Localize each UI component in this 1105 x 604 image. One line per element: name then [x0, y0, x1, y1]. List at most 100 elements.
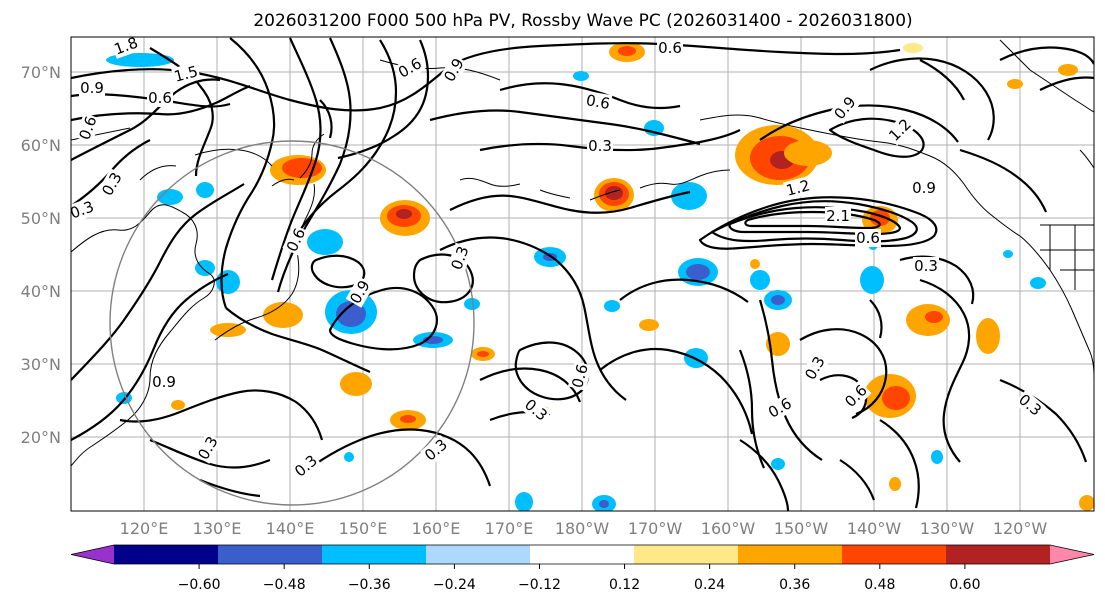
anomaly-blob [750, 270, 770, 290]
contour-label-bg [520, 394, 552, 426]
contour-label-bg [567, 361, 593, 391]
contour-label-bg [193, 432, 223, 464]
colorbar-tick-label: −0.60 [178, 577, 221, 593]
lon-label: 150°E [339, 519, 388, 538]
contour-label-bg [151, 373, 177, 391]
colorbar-tick-label: 0.36 [779, 577, 810, 593]
anomaly-blob [686, 264, 710, 280]
colorbar-tick-label: −0.24 [433, 577, 476, 593]
colorbar-segment [634, 545, 739, 564]
contour-label: 0.6 [658, 39, 682, 57]
colorbar-tick-label: 0.24 [694, 577, 725, 593]
contour-label-bg [439, 54, 469, 86]
lon-label: 140°E [266, 519, 315, 538]
anomaly-blob [340, 372, 372, 396]
anomaly-blob [195, 260, 215, 276]
colorbar-tick-label: −0.36 [348, 577, 391, 593]
contour-label: 0.6 [585, 91, 612, 113]
contour-label-bg [147, 89, 173, 107]
colorbar-segment [218, 545, 323, 564]
contour-label: 0.9 [912, 179, 936, 197]
lon-label: 130°W [920, 519, 975, 538]
colorbar-tick-label: −0.48 [263, 577, 306, 593]
contour-label-bg [79, 79, 105, 97]
colorbar-tick-label: 0.60 [949, 577, 980, 593]
lon-label: 170°E [485, 519, 534, 538]
anomaly-blob [573, 71, 589, 81]
anomaly-blob [860, 266, 884, 294]
anomaly-blob [925, 311, 943, 323]
anomaly-blob [263, 302, 303, 328]
anomaly-blob [396, 209, 412, 219]
lon-label: 160°W [701, 519, 756, 538]
colorbar-tick-label: 0.48 [864, 577, 895, 593]
colorbar: −0.60 −0.48 −0.36 −0.24 −0.12 0.12 0.24 0.36 0.4… [70, 544, 1095, 593]
anomaly-blob [889, 477, 901, 491]
anomaly-blob [750, 259, 760, 269]
contour-label-bg [800, 352, 830, 384]
lat-label: 70°N [21, 63, 61, 82]
anomaly-blob [515, 492, 533, 511]
colorbar-segment [114, 545, 219, 564]
anomaly-blob [1007, 79, 1023, 89]
contour-label: 0.3 [588, 137, 612, 155]
anomaly-blob [605, 186, 623, 200]
contour-label: 0.3 [914, 257, 938, 275]
contour-label-bg [110, 37, 142, 59]
contour-label-bg [171, 61, 201, 87]
colorbar-extend-min [71, 545, 114, 564]
contour-label-bg [447, 242, 473, 274]
colorbar-tick-label: −0.12 [518, 577, 561, 593]
lon-label: 150°W [774, 519, 829, 538]
anomaly-blob [931, 450, 943, 464]
contour-label-bg [855, 229, 881, 247]
anomaly-blob [976, 318, 1000, 354]
contour-label: 0.6 [148, 89, 172, 107]
contour-label-bg [764, 393, 796, 423]
colorbar-segment [530, 545, 635, 564]
lon-label: 170°W [628, 519, 683, 538]
contour-label-bg [97, 168, 127, 200]
contour-label-bg [911, 179, 937, 197]
colorbar-segment [738, 545, 843, 564]
contour-label: 1.2 [784, 176, 812, 200]
contour-label-bg [394, 53, 426, 83]
lat-label: 30°N [21, 355, 61, 374]
contour-label-bg [420, 434, 452, 466]
lat-label: 50°N [21, 209, 61, 228]
contour-label-bg [884, 114, 916, 146]
colorbar-segment [946, 545, 1051, 564]
contour-label: 2.1 [826, 207, 850, 225]
anomaly-blob [216, 270, 240, 294]
anomaly-blob [671, 182, 707, 210]
lon-label: 120°E [120, 519, 169, 538]
contour-label-bg [825, 207, 851, 225]
lon-label: 140°W [847, 519, 902, 538]
anomaly-blob [639, 319, 659, 331]
contour-label-bg [829, 92, 861, 124]
map-panel: 1.81.50.90.60.60.30.30.90.60.30.60.60.91… [70, 36, 1095, 512]
anomaly-blob [771, 295, 785, 305]
contour-label-bg [840, 380, 872, 412]
anomaly-blob [599, 500, 609, 508]
colorbar-segment [842, 545, 947, 564]
contour-label: 0.9 [152, 373, 176, 391]
anomaly-blob [1030, 277, 1046, 289]
contour-label-bg [282, 224, 310, 256]
anomaly-blob [464, 298, 480, 310]
contour-label-bg [583, 90, 613, 114]
contour-label-bg [587, 137, 613, 155]
contour-label-bg [657, 39, 683, 57]
anomaly-blob [171, 400, 185, 410]
lon-label: 130°E [193, 519, 242, 538]
anomaly-blob [604, 300, 620, 312]
contour-label-bg [71, 197, 98, 223]
anomaly-blob [196, 182, 214, 198]
anomaly-blob [157, 189, 183, 205]
contour-label: 0.6 [856, 229, 880, 247]
colorbar-extend-max [1050, 545, 1094, 564]
anomaly-blob [766, 332, 790, 356]
anomaly-blob [1058, 64, 1078, 76]
lat-label: 20°N [21, 428, 61, 447]
